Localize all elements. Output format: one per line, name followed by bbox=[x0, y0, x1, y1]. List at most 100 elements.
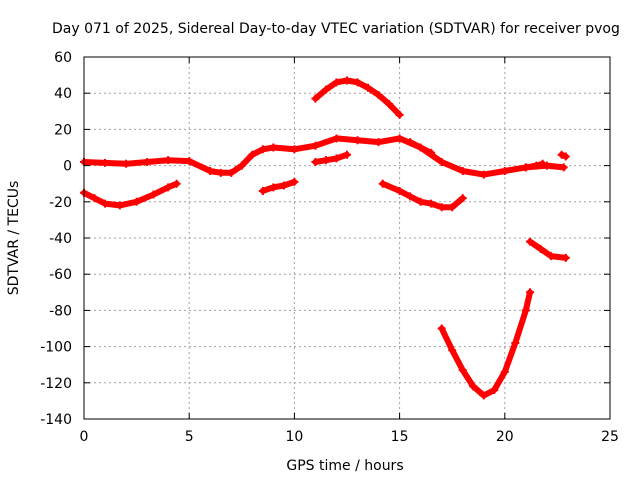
data-point bbox=[385, 100, 394, 109]
data-point bbox=[538, 159, 547, 168]
data-point bbox=[237, 161, 246, 170]
y-tick-label: -140 bbox=[40, 412, 72, 428]
y-tick-label: -20 bbox=[49, 195, 72, 211]
x-tick-label: 5 bbox=[185, 429, 194, 445]
data-point bbox=[216, 168, 225, 177]
data-point bbox=[458, 366, 467, 375]
data-point bbox=[416, 143, 425, 152]
series-band bbox=[81, 135, 567, 178]
series-band bbox=[438, 289, 533, 399]
series-arc1 bbox=[80, 179, 181, 210]
data-point bbox=[511, 338, 520, 347]
data-point bbox=[521, 163, 530, 172]
data-point bbox=[490, 386, 499, 395]
data-point bbox=[437, 203, 446, 212]
data-point bbox=[448, 346, 457, 355]
data-point bbox=[561, 152, 570, 161]
data-point bbox=[532, 161, 541, 170]
data-point bbox=[559, 163, 568, 172]
series-band bbox=[259, 178, 298, 194]
data-point bbox=[406, 138, 415, 147]
plot-frame bbox=[83, 56, 611, 420]
data-point bbox=[343, 150, 351, 159]
data-point bbox=[437, 157, 446, 166]
data-point bbox=[332, 134, 341, 143]
data-point bbox=[90, 194, 99, 203]
data-point bbox=[395, 110, 404, 119]
data-point bbox=[557, 150, 566, 159]
y-tick-label: -40 bbox=[49, 231, 72, 247]
series-arc5 bbox=[378, 179, 467, 212]
data-point bbox=[132, 197, 141, 206]
data-point bbox=[500, 367, 509, 376]
data-point bbox=[458, 194, 467, 203]
x-tick-label: 10 bbox=[285, 429, 303, 445]
data-point bbox=[536, 244, 545, 253]
data-point bbox=[321, 156, 330, 165]
data-point bbox=[374, 91, 383, 100]
data-point bbox=[149, 190, 158, 199]
data-point bbox=[395, 134, 404, 143]
data-point bbox=[311, 141, 320, 150]
x-axis-label: GPS time / hours bbox=[286, 458, 403, 474]
data-point bbox=[469, 382, 478, 391]
series-arc2 bbox=[258, 177, 299, 195]
y-tick-label: 60 bbox=[54, 50, 72, 66]
data-point bbox=[364, 83, 373, 92]
series-arc3 bbox=[311, 150, 351, 166]
data-point bbox=[526, 237, 535, 246]
y-tick-label: 20 bbox=[54, 122, 72, 138]
series-band bbox=[527, 238, 569, 261]
x-tick-label: 15 bbox=[391, 429, 409, 445]
data-point bbox=[374, 138, 383, 147]
data-point bbox=[258, 145, 267, 154]
data-point bbox=[458, 167, 467, 176]
data-point bbox=[122, 159, 131, 168]
y-tick-label: 0 bbox=[63, 159, 72, 175]
data-point bbox=[269, 143, 278, 152]
ticks: 0 5 10 15 20 25 -140 -120 -100 -80 -60 -40 -20 0 20 40 6… bbox=[40, 50, 619, 445]
data-point bbox=[395, 186, 404, 195]
data-point bbox=[521, 306, 530, 315]
series-arc6 bbox=[406, 138, 436, 157]
data-point bbox=[427, 199, 436, 208]
y-tick-label: -100 bbox=[40, 340, 72, 356]
data-point bbox=[416, 197, 425, 206]
data-point bbox=[143, 157, 152, 166]
series-arc4 bbox=[311, 76, 404, 119]
data-layer bbox=[80, 76, 570, 400]
data-point bbox=[227, 168, 236, 177]
x-tick-label: 20 bbox=[496, 429, 514, 445]
data-point bbox=[353, 78, 362, 87]
series-arc7 bbox=[437, 288, 535, 400]
chart-title: Day 071 of 2025, Sidereal Day-to-day VTE… bbox=[52, 21, 620, 37]
series-band bbox=[312, 151, 350, 165]
data-point bbox=[500, 167, 509, 176]
x-tick-label: 0 bbox=[80, 429, 89, 445]
series-band bbox=[379, 180, 466, 211]
data-point bbox=[479, 391, 488, 400]
data-point bbox=[332, 154, 341, 163]
data-point bbox=[547, 252, 556, 261]
data-point bbox=[343, 76, 351, 85]
data-point bbox=[561, 253, 570, 262]
data-point bbox=[172, 179, 181, 188]
data-point bbox=[353, 136, 362, 145]
data-point bbox=[437, 324, 446, 333]
data-point bbox=[248, 150, 257, 159]
data-point bbox=[290, 177, 299, 186]
data-point bbox=[378, 179, 387, 188]
data-point bbox=[101, 158, 110, 167]
series-arc10 bbox=[557, 150, 570, 161]
data-point bbox=[185, 157, 194, 166]
data-point bbox=[311, 94, 320, 103]
y-axis-label: SDTVAR / TECUs bbox=[6, 181, 22, 296]
data-point bbox=[115, 201, 124, 210]
data-point bbox=[448, 203, 457, 212]
series-band bbox=[81, 180, 180, 209]
data-point bbox=[164, 156, 173, 165]
y-tick-label: -120 bbox=[40, 376, 72, 392]
x-tick-label: 25 bbox=[601, 429, 619, 445]
